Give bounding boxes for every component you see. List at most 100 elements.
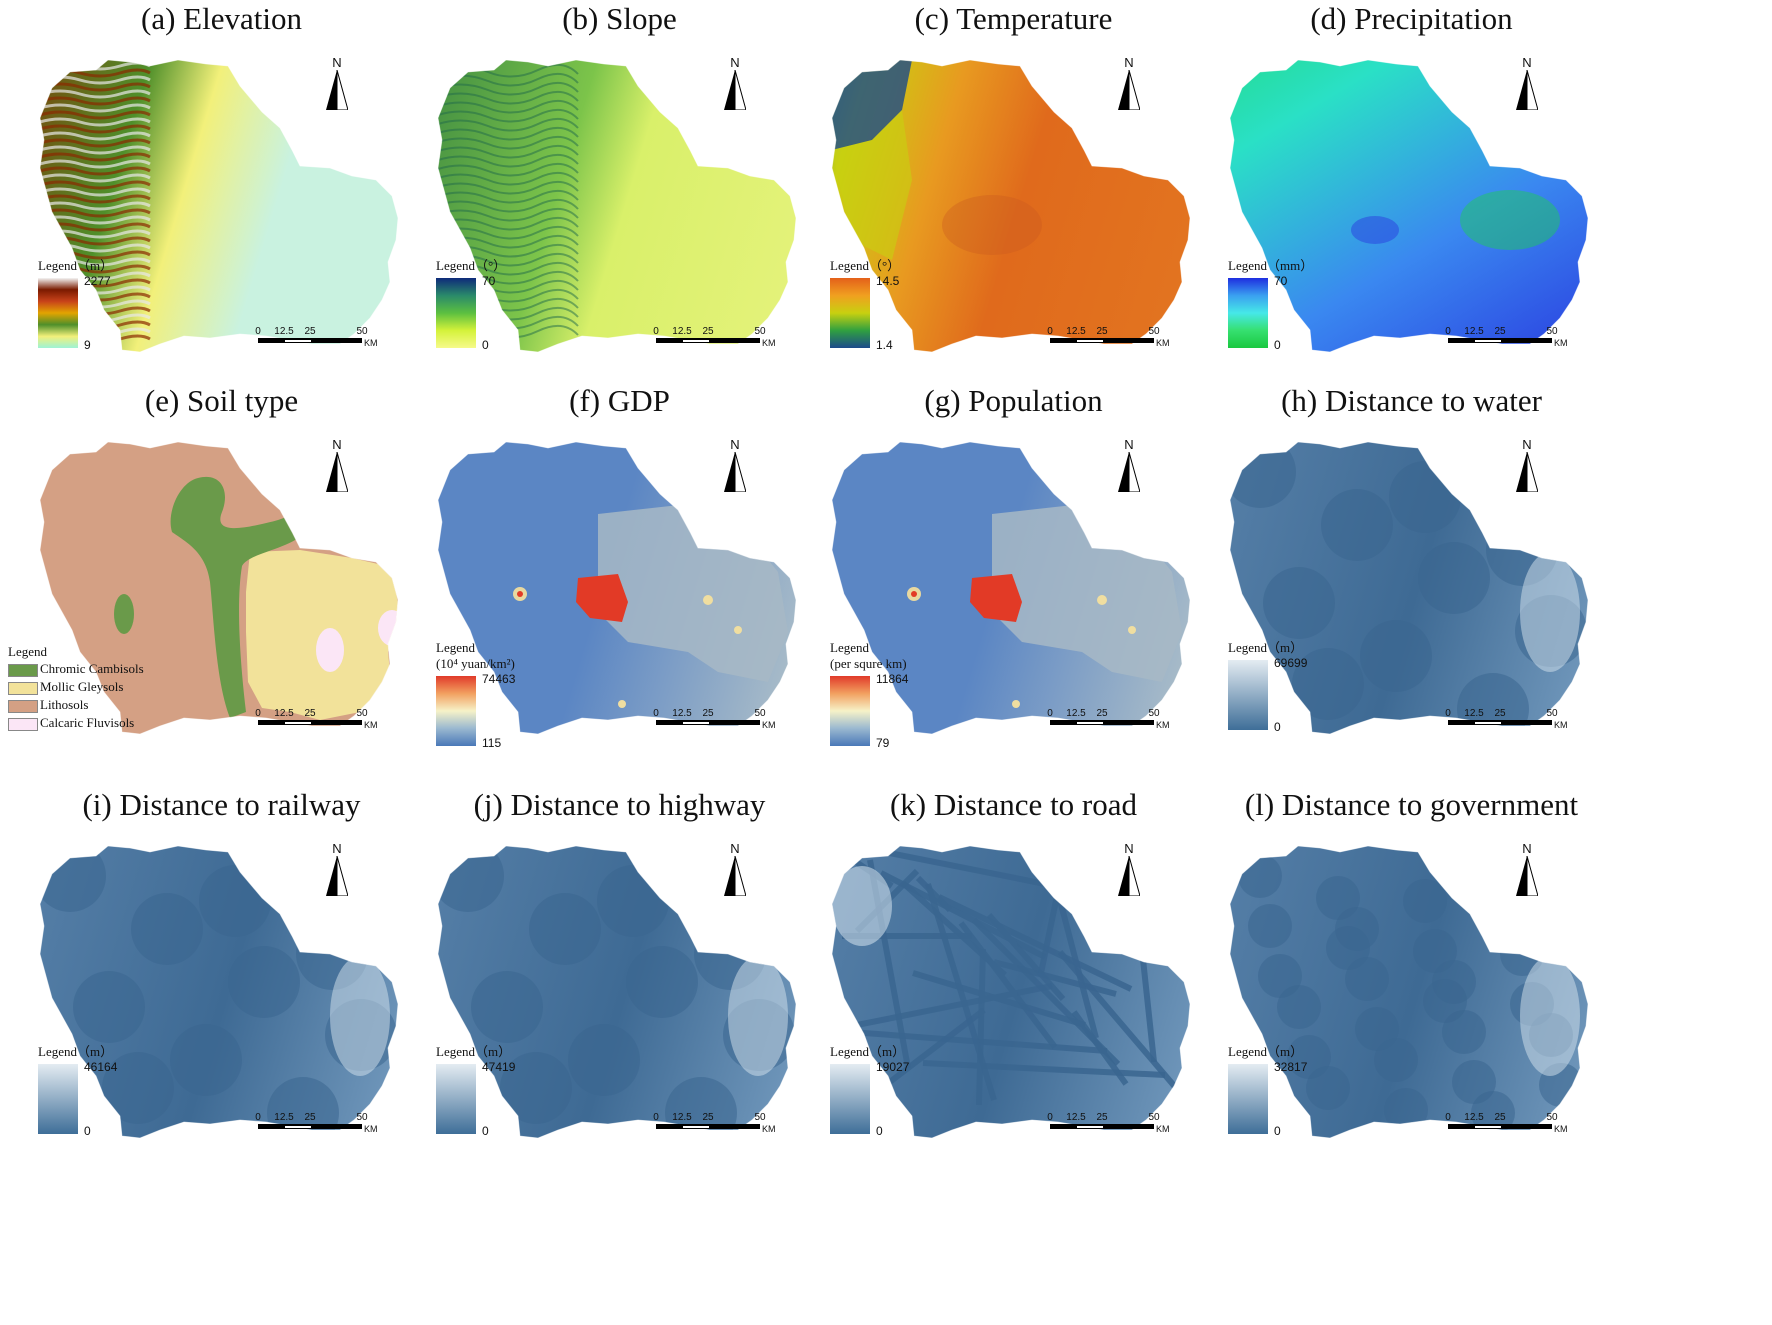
- legend-min-value: 9: [84, 338, 91, 352]
- soil-legend: Legend Chromic Cambisols Mollic Gleysols Li…: [8, 644, 144, 732]
- map-c: [831, 59, 1191, 353]
- legend-min-value: 0: [84, 1124, 91, 1138]
- scale-tick-label: 12.5: [672, 1112, 692, 1123]
- scale-bar-graphic: [1050, 1124, 1154, 1129]
- soil-swatch: [8, 681, 38, 695]
- scale-tick-label: 12.5: [1464, 326, 1484, 337]
- scale-bar-graphic: [1448, 338, 1552, 343]
- north-arrow-icon: N: [322, 842, 352, 898]
- panel-distance-to-road: (k) Distance to road N 0 12.5 25 50 KM Legend（m…: [792, 786, 1235, 1226]
- panel-distance-to-highway: (j) Distance to highway N 0 12.5 25 50 KM Legen…: [398, 786, 841, 1226]
- north-arrow-icon: N: [322, 438, 352, 494]
- legend-max-value: 74463: [482, 672, 516, 686]
- scale-tick-label: 25: [702, 708, 714, 719]
- legend-max-value: 11864: [876, 672, 909, 686]
- map-g: [831, 441, 1191, 735]
- legend-min-value: 79: [876, 736, 890, 750]
- scale-unit: KM: [1156, 338, 1170, 348]
- scale-bar: 0 12.5 25 50 KM: [653, 326, 776, 352]
- legend-title: Legend（°）: [830, 258, 901, 273]
- north-label: N: [730, 437, 740, 452]
- legend-title: Legend: [436, 640, 475, 655]
- scale-tick-label: 12.5: [274, 1112, 294, 1123]
- scale-tick-label: 50: [1148, 708, 1160, 719]
- scale-bar-graphic: [258, 720, 362, 725]
- legend: Legend（m） 69699 0: [1228, 640, 1338, 750]
- north-label: N: [332, 55, 342, 70]
- legend: Legend（mm） 70 0: [1228, 258, 1338, 368]
- soil-swatch: [8, 663, 38, 677]
- map-i: [39, 845, 399, 1139]
- scale-tick-label: 0: [255, 1112, 261, 1123]
- legend-min-value: 0: [1274, 1124, 1281, 1138]
- scale-tick-label: 12.5: [1066, 708, 1086, 719]
- scale-tick-label: 0: [1047, 1112, 1053, 1123]
- map-k: [831, 845, 1191, 1139]
- legend: Legend（°） 70 0: [436, 258, 546, 368]
- scale-bar-graphic: [1448, 720, 1552, 725]
- scale-tick-label: 50: [356, 708, 368, 719]
- scale-bar: 0 12.5 25 50 KM: [1047, 708, 1170, 734]
- soil-label: Calcaric Fluvisols: [40, 715, 135, 730]
- scale-unit: KM: [1554, 1124, 1568, 1134]
- urban-hotspot: [576, 574, 628, 622]
- scale-tick-label: 0: [1445, 1112, 1451, 1123]
- scale-tick-label: 50: [1546, 1112, 1558, 1123]
- scale-tick-label: 25: [304, 1112, 316, 1123]
- panel-title: (h) Distance to water: [1281, 383, 1542, 418]
- legend-color-ramp: [830, 278, 870, 348]
- scale-tick-label: 50: [1148, 326, 1160, 337]
- panel-distance-to-government: (l) Distance to government N 0 12.5 25 50 KM Le…: [1190, 786, 1633, 1226]
- scale-bar-graphic: [258, 338, 362, 343]
- legend-title: Legend（m）: [38, 258, 114, 273]
- scale-unit: KM: [762, 1124, 776, 1134]
- north-arrow-icon: N: [1512, 842, 1542, 898]
- legend-subtitle: (10⁴ yuan/km²): [436, 656, 515, 671]
- scale-bar-graphic: [656, 720, 760, 725]
- legend-min-value: 1.4: [876, 338, 893, 352]
- soil-legend-item: Chromic Cambisols: [8, 660, 144, 678]
- scale-bar: 0 12.5 25 50 KM: [255, 326, 378, 352]
- scale-bar: 0 12.5 25 50 KM: [255, 1112, 378, 1138]
- legend-max-value: 46164: [84, 1060, 118, 1074]
- north-label: N: [1124, 55, 1134, 70]
- scale-tick-label: 0: [1047, 708, 1053, 719]
- scale-tick-label: 0: [653, 326, 659, 337]
- soil-swatch: [8, 717, 38, 731]
- scale-tick-label: 25: [1096, 1112, 1108, 1123]
- scale-unit: KM: [762, 338, 776, 348]
- panel-soil-type: (e) Soil type N 0 12.5 25 50 KM Legend Chromic C…: [0, 382, 443, 822]
- legend-color-ramp: [1228, 278, 1268, 348]
- legend-color-ramp: [38, 278, 78, 348]
- legend-title: Legend（m）: [830, 1044, 906, 1059]
- scale-tick-label: 50: [356, 1112, 368, 1123]
- legend-title: Legend: [830, 640, 869, 655]
- panel-precipitation: (d) Precipitation N 0 12.5 25 50 KM Legend（mm） 7…: [1190, 0, 1633, 440]
- legend: Legend（m） 47419 0: [436, 1044, 546, 1154]
- legend: Legend（°） 14.5 1.4: [830, 258, 940, 368]
- map-e: [39, 441, 399, 735]
- panel-title: (f) GDP: [569, 383, 670, 418]
- panel-title: (l) Distance to government: [1244, 787, 1579, 822]
- legend-min-value: 0: [1274, 720, 1281, 734]
- legend: Legend（m） 2277 9: [38, 258, 148, 368]
- scale-tick-label: 12.5: [672, 326, 692, 337]
- north-label: N: [332, 437, 342, 452]
- legend-max-value: 69699: [1274, 656, 1308, 670]
- north-label: N: [1124, 841, 1134, 856]
- north-arrow-icon: N: [1114, 438, 1144, 494]
- scale-unit: KM: [364, 1124, 378, 1134]
- legend: Legend（m） 32817 0: [1228, 1044, 1338, 1154]
- north-label: N: [1522, 437, 1532, 452]
- scale-tick-label: 0: [255, 708, 261, 719]
- scale-tick-label: 12.5: [274, 326, 294, 337]
- north-label: N: [1522, 55, 1532, 70]
- map-a: [39, 59, 399, 353]
- scale-bar: 0 12.5 25 50 KM: [1445, 708, 1568, 734]
- soil-swatch: [8, 699, 38, 713]
- legend-title: Legend（°）: [436, 258, 507, 273]
- scale-tick-label: 12.5: [1066, 326, 1086, 337]
- scale-tick-label: 0: [255, 326, 261, 337]
- north-arrow-icon: N: [1512, 438, 1542, 494]
- panel-title: (d) Precipitation: [1310, 1, 1513, 36]
